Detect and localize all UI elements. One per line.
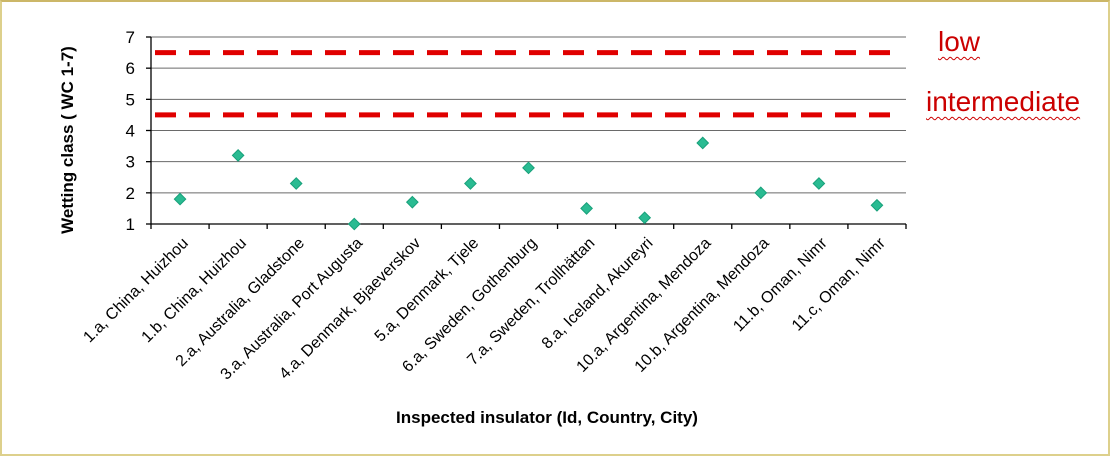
data-point <box>754 186 768 200</box>
y-tick-label: 3 <box>126 153 135 172</box>
y-tick-label: 4 <box>126 122 135 141</box>
data-point <box>580 202 593 215</box>
y-tick-label: 1 <box>126 215 135 234</box>
data-point <box>638 211 652 225</box>
data-point <box>870 198 884 212</box>
data-point <box>522 161 535 175</box>
data-point <box>173 192 187 206</box>
y-tick-label: 6 <box>126 59 135 78</box>
x-category-label: 8.a, Iceland, Akureyri <box>539 235 657 353</box>
data-point <box>405 195 419 209</box>
data-point <box>812 177 826 190</box>
y-tick-label: 2 <box>126 184 135 203</box>
data-point <box>289 177 303 190</box>
x-category-label: 5.a, Denmark, Tjele <box>372 235 483 346</box>
y-tick-label: 5 <box>126 90 135 109</box>
y-axis-title: Wetting class ( WC 1-7) <box>58 46 77 234</box>
x-category-label: 1.a, China, Huizhou <box>80 235 191 346</box>
data-point <box>231 149 245 162</box>
data-point <box>464 177 477 190</box>
x-axis-title: Inspected insulator (Id, Country, City) <box>396 408 698 427</box>
data-point <box>347 217 361 231</box>
x-category-label: 1.b, China, Huizhou <box>139 235 250 346</box>
ref-line-label-low: low <box>938 26 981 57</box>
y-tick-label: 7 <box>126 28 135 47</box>
data-point <box>696 136 710 150</box>
ref-line-label-intermediate: intermediate <box>926 86 1081 117</box>
